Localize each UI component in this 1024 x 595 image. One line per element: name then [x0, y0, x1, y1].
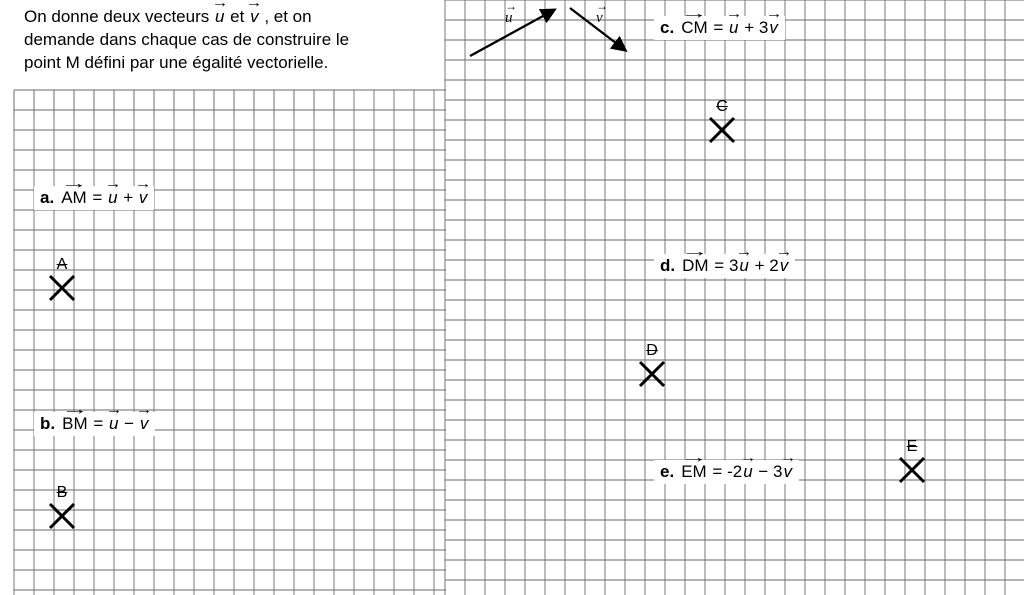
- point-C: C: [708, 116, 736, 144]
- rhs-vector: v: [783, 462, 794, 482]
- point-D: D: [638, 360, 666, 388]
- point-E: E: [898, 456, 926, 484]
- equation-label: e.: [660, 462, 674, 481]
- equation-b: b.BM = u − v: [34, 412, 155, 436]
- operator: −: [754, 462, 773, 481]
- grid-svg: u → v →: [0, 0, 1024, 595]
- intro-text: On donne deux vecteurs u et v , et on de…: [24, 6, 424, 75]
- equation-lhs-vector: AM: [60, 188, 88, 208]
- equation-label: b.: [40, 414, 55, 433]
- equation-e: e.EM = -2u − 3v: [654, 460, 799, 484]
- operator: +: [750, 256, 769, 275]
- cross-icon: [898, 456, 926, 484]
- intro-line-1: On donne deux vecteurs u et v , et on: [24, 6, 424, 29]
- intro-u-vector: u: [214, 6, 225, 29]
- equation-c: c.CM = u + 3v: [654, 16, 785, 40]
- intro-post: , et on: [264, 7, 311, 26]
- equals-sign: =: [710, 256, 729, 275]
- point-label: D: [646, 342, 658, 360]
- grid-lines: [14, 0, 1024, 595]
- cross-icon: [48, 274, 76, 302]
- equation-lhs-vector: DM: [681, 256, 709, 276]
- vector-arrow-labels: u→v→: [505, 0, 608, 26]
- point-label: C: [716, 98, 728, 116]
- rhs-vector: u: [108, 414, 119, 434]
- rhs-vector: v: [139, 414, 150, 434]
- point-label: E: [907, 438, 918, 456]
- point-label: A: [57, 256, 68, 274]
- intro-line-2: demande dans chaque cas de construire le: [24, 29, 424, 52]
- point-A: A: [48, 274, 76, 302]
- cross-icon: [48, 502, 76, 530]
- equation-label: d.: [660, 256, 675, 275]
- equation-d: d.DM = 3u + 2v: [654, 254, 795, 278]
- point-B: B: [48, 502, 76, 530]
- point-label: B: [57, 484, 68, 502]
- rhs-vector: v: [779, 256, 790, 276]
- equation-label: a.: [40, 188, 54, 207]
- rhs-vector: v: [768, 18, 779, 38]
- equation-lhs-vector: CM: [680, 18, 708, 38]
- rhs-vector: u: [738, 256, 749, 276]
- rhs-vector: v: [138, 188, 149, 208]
- svg-text:→: →: [505, 0, 517, 13]
- cross-icon: [638, 360, 666, 388]
- rhs-vector: u: [107, 188, 118, 208]
- cross-icon: [708, 116, 736, 144]
- rhs-vector: u: [742, 462, 753, 482]
- equation-label: c.: [660, 18, 674, 37]
- intro-line-3: point M défini par une égalité vectoriel…: [24, 52, 424, 75]
- intro-v-vector: v: [249, 6, 260, 29]
- intro-pre: On donne deux vecteurs: [24, 7, 214, 26]
- rhs-vector: u: [728, 18, 739, 38]
- equation-a: a.AM = u + v: [34, 186, 154, 210]
- equals-sign: =: [708, 462, 727, 481]
- svg-text:→: →: [596, 0, 608, 13]
- worksheet-stage: u → v → On donne deux vecteurs u et v , et …: [0, 0, 1024, 595]
- operator: +: [739, 18, 758, 37]
- equation-lhs-vector: EM: [680, 462, 708, 482]
- equation-lhs-vector: BM: [61, 414, 89, 434]
